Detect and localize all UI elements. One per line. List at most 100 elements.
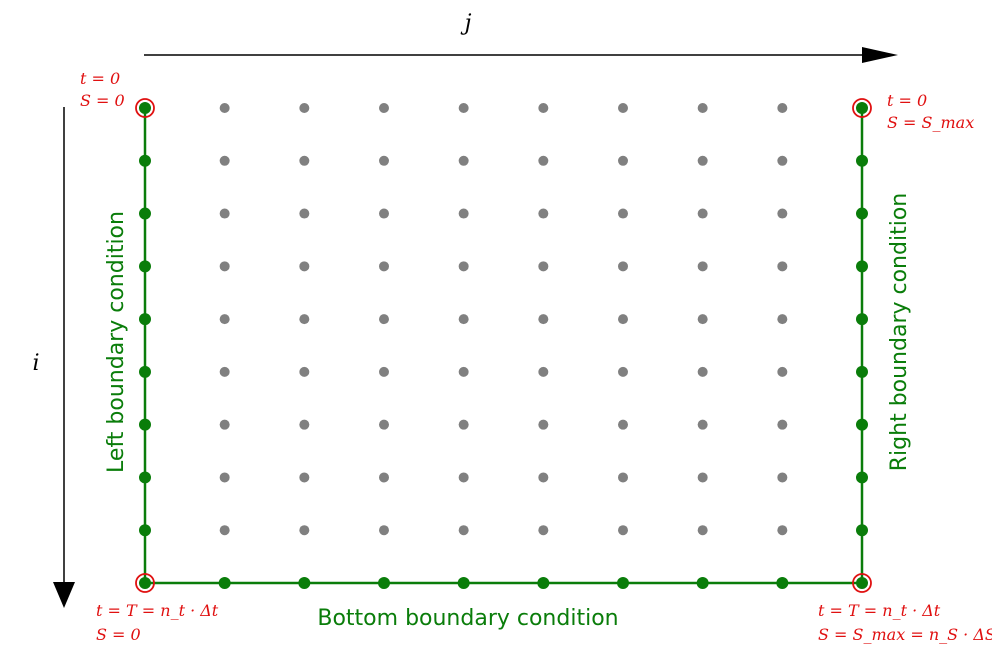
interior-grid-point bbox=[777, 366, 788, 377]
corner-top-left-line2: S = 0 bbox=[80, 91, 125, 110]
boundary-grid-point bbox=[856, 313, 868, 326]
corner-bottom-left-line1: t = T = n_t · Δt bbox=[96, 601, 219, 620]
top-row-grid-point bbox=[697, 103, 708, 113]
boundary-grid-point bbox=[139, 154, 151, 167]
boundary-grid-point bbox=[139, 471, 151, 484]
interior-grid-point bbox=[538, 419, 549, 430]
interior-grid-point bbox=[379, 155, 389, 166]
interior-grid-point bbox=[379, 419, 389, 430]
interior-grid-point bbox=[618, 366, 628, 377]
corner-label-top-right: t = 0 S = S_max bbox=[887, 91, 974, 132]
interior-grid-point bbox=[697, 261, 708, 272]
interior-grid-point bbox=[697, 366, 708, 377]
interior-grid-point bbox=[299, 419, 310, 430]
interior-grid-point bbox=[379, 525, 389, 536]
interior-grid-point bbox=[697, 155, 708, 166]
interior-grid-point bbox=[697, 419, 708, 430]
interior-grid-point bbox=[697, 472, 708, 483]
left-boundary-label: Left boundary condition bbox=[104, 211, 129, 473]
bottom-boundary-label: Bottom boundary condition bbox=[317, 606, 618, 631]
boundary-grid-point bbox=[776, 577, 789, 589]
corner-top-right-line2: S = S_max bbox=[887, 113, 974, 132]
right-boundary-label: Right boundary condition bbox=[887, 193, 912, 471]
interior-grid-point bbox=[777, 472, 788, 483]
interior-grid-point bbox=[538, 366, 549, 377]
top-row-grid-point bbox=[379, 103, 389, 113]
corner-bottom-left-line2: S = 0 bbox=[96, 625, 141, 644]
interior-grid-point bbox=[458, 314, 469, 325]
top-row-grid-point bbox=[299, 103, 310, 113]
boundary-grid-point bbox=[856, 471, 868, 484]
corner-bottom-right-line1: t = T = n_t · Δt bbox=[818, 601, 941, 620]
boundary-grid-point bbox=[856, 154, 868, 167]
interior-grid-point bbox=[458, 155, 469, 166]
boundary-grid-point bbox=[856, 365, 868, 378]
boundary-grid-point bbox=[457, 577, 470, 589]
interior-grid-point bbox=[618, 155, 628, 166]
interior-grid-point bbox=[458, 419, 469, 430]
corner-label-bottom-right: t = T = n_t · Δt S = S_max = n_S · ΔS bbox=[818, 601, 992, 644]
interior-grid-point bbox=[379, 261, 389, 272]
corner-marker-bottom-left bbox=[135, 573, 155, 593]
top-row-grid-point bbox=[538, 103, 549, 113]
interior-grid-point bbox=[219, 314, 230, 325]
boundary-grid-point bbox=[856, 524, 868, 537]
interior-grid-point bbox=[697, 525, 708, 536]
j-axis-label: j bbox=[460, 11, 472, 36]
interior-grid-point bbox=[777, 314, 788, 325]
interior-grid-point bbox=[538, 155, 549, 166]
boundary-lines bbox=[143, 108, 864, 585]
interior-grid-point bbox=[458, 208, 469, 219]
interior-grid-point bbox=[219, 472, 230, 483]
interior-grid-point bbox=[458, 366, 469, 377]
top-row-grid-point bbox=[219, 103, 230, 113]
boundary-grid-point bbox=[617, 577, 629, 589]
interior-grid-point bbox=[618, 208, 628, 219]
boundary-grid-point bbox=[856, 207, 868, 220]
interior-grid-point bbox=[379, 208, 389, 219]
boundary-grid-point bbox=[139, 577, 151, 589]
interior-grid-point bbox=[458, 472, 469, 483]
interior-grid-point bbox=[219, 208, 230, 219]
interior-grid-point bbox=[538, 314, 549, 325]
corner-top-right-line1: t = 0 bbox=[887, 91, 927, 110]
interior-grid-point bbox=[538, 472, 549, 483]
corner-marker-top-right bbox=[852, 98, 872, 118]
corner-markers bbox=[135, 98, 872, 593]
interior-grid-point bbox=[299, 155, 310, 166]
interior-grid-point bbox=[697, 208, 708, 219]
interior-grid-point bbox=[618, 472, 628, 483]
interior-grid-point bbox=[458, 261, 469, 272]
boundary-grid-point bbox=[696, 577, 709, 589]
interior-grid-point bbox=[219, 525, 230, 536]
boundary-grid-point bbox=[378, 577, 390, 589]
interior-grid-point bbox=[219, 155, 230, 166]
interior-grid-point bbox=[219, 419, 230, 430]
boundary-grid-point bbox=[856, 418, 868, 431]
interior-grid-point bbox=[219, 366, 230, 377]
interior-grid-point bbox=[777, 525, 788, 536]
corner-top-left-line1: t = 0 bbox=[80, 69, 120, 88]
top-row-grid-point bbox=[618, 103, 628, 113]
corner-bottom-right-line2: S = S_max = n_S · ΔS bbox=[818, 625, 992, 644]
interior-grid-point bbox=[299, 366, 310, 377]
boundary-grid-point bbox=[298, 577, 311, 589]
interior-grid-point bbox=[379, 472, 389, 483]
interior-grid-point bbox=[538, 261, 549, 272]
interior-grid-point bbox=[618, 419, 628, 430]
interior-grid-point bbox=[299, 261, 310, 272]
boundary-grid-point bbox=[139, 207, 151, 220]
top-row-grid-point bbox=[777, 103, 788, 113]
boundary-grid-point bbox=[139, 418, 151, 431]
interior-grid-point bbox=[299, 472, 310, 483]
interior-grid-point bbox=[379, 314, 389, 325]
interior-grid-point bbox=[299, 314, 310, 325]
interior-grid-point bbox=[299, 525, 310, 536]
interior-grid-point bbox=[458, 525, 469, 536]
i-axis-label: i bbox=[32, 351, 39, 376]
boundary-grid-point bbox=[537, 577, 550, 589]
top-row-grid-point bbox=[458, 103, 469, 113]
grid-points bbox=[139, 102, 868, 589]
boundary-grid-point bbox=[139, 260, 151, 273]
